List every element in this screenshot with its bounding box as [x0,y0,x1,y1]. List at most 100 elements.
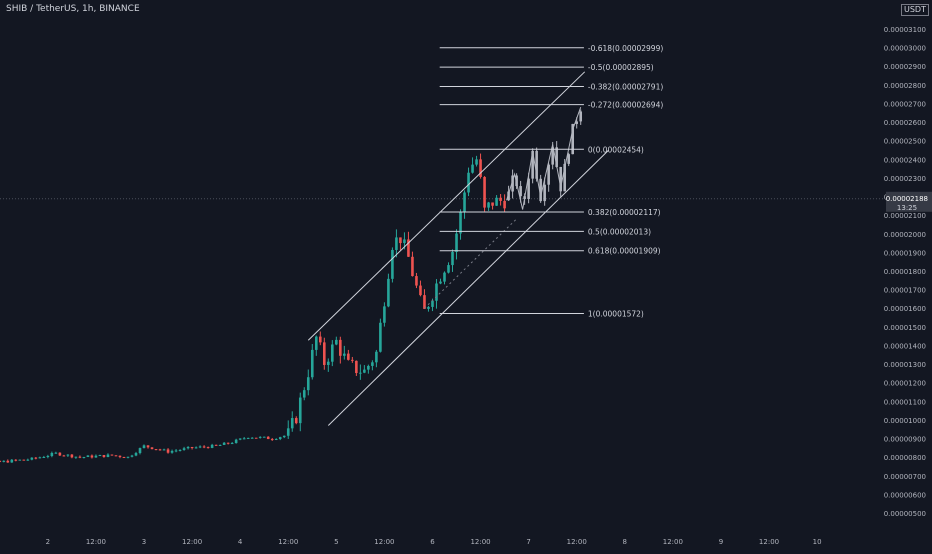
symbol-title[interactable]: SHIB / TetherUS, 1h, BINANCE [6,4,140,14]
candle-body [126,456,130,458]
candle-body [142,445,146,449]
candle-body [134,453,138,456]
fib-level-label: 0.618(0.00001909) [588,247,661,256]
candle-body [571,123,575,155]
y-axis-tick-label: 0.00000600 [884,491,926,499]
candle-body [355,360,358,374]
candle-body [339,339,342,356]
candle-body [335,339,338,345]
x-axis-tick-label: 5 [334,538,338,546]
fib-level-label: -0.272(0.00002694) [588,101,663,110]
fib-level-label: 1(0.00001572) [588,309,644,318]
candle-body [270,439,274,441]
candle-body [447,265,450,273]
candle-body [18,459,22,461]
candle-body [455,233,458,252]
candle-body [375,351,378,363]
currency-label[interactable]: USDT [901,4,929,16]
candle-body [547,164,550,185]
current-price-tag [886,191,932,212]
candle-body [318,336,322,343]
candle-body [323,342,326,365]
candle-body [535,150,538,179]
candle-body [559,166,562,192]
candle-body [419,285,422,296]
candle-body [150,447,154,450]
candle-body [74,456,78,458]
x-axis-tick-label: 10 [813,538,822,546]
candle-body [78,456,82,458]
x-axis-tick-label: 12:00 [470,538,490,546]
y-axis-tick-label: 0.00001600 [884,305,926,313]
candle-body [122,457,126,459]
candle-body [395,237,398,250]
fib-level-label: -0.382(0.00002791) [588,83,663,92]
y-axis-tick-label: 0.00002000 [884,231,926,239]
candle-body [282,435,286,438]
candle-body [166,449,170,453]
y-axis-tick-label: 0.00000800 [884,454,926,462]
candle-body [62,455,66,457]
candle-body [367,365,370,370]
candle-body [158,449,162,451]
candle-body [555,147,558,167]
candle-body [351,359,354,361]
y-axis-tick-label: 0.00002300 [884,175,926,183]
candle-body [214,444,218,446]
candle-body [138,448,142,454]
candle-body [50,452,54,456]
candle-body [42,457,46,459]
candle-body [527,178,530,199]
current-price-label: 0.00002188 [886,195,928,203]
candle-body [230,443,234,445]
candle-body [222,442,226,445]
x-axis-tick-label: 12:00 [374,538,394,546]
candle-body [363,369,366,373]
candle-body [471,164,474,173]
y-axis-tick-label: 0.00000700 [884,473,926,481]
candle-body [491,202,494,206]
candle-body [383,306,386,323]
candle-body [266,436,270,440]
candle-body [298,397,302,424]
candle-body [278,437,282,440]
candle-body [503,200,506,209]
candle-body [427,306,430,309]
y-axis-tick-label: 0.00002400 [884,156,926,164]
candle-body [551,147,554,165]
candle-body [174,450,178,452]
candle-body [146,445,150,448]
candle-body [483,176,486,208]
candle-body [579,111,583,122]
candle-body [331,344,334,362]
candle-body [343,353,346,356]
candle-body [371,362,374,366]
candle-body [563,163,566,192]
y-axis-tick-label: 0.00002100 [884,212,926,220]
candle-body [431,300,434,307]
candle-body [98,455,102,457]
candle-body [567,154,570,164]
candle-body [310,349,314,378]
candle-body [38,457,42,459]
x-axis-tick-label: 9 [719,538,723,546]
y-axis-tick-label: 0.00001800 [884,268,926,276]
candle-body [154,449,158,451]
candle-body [543,184,546,202]
price-countdown-label: 13:25 [897,204,917,212]
y-axis-tick-label: 0.00000900 [884,436,926,444]
candle-body [475,159,478,165]
candle-body [499,197,502,201]
candle-body [443,272,446,282]
candle-body [347,353,350,360]
candle-body [399,237,402,244]
x-axis-tick-label: 12:00 [759,538,779,546]
candle-body [407,239,410,257]
candle-body [94,455,98,458]
x-axis-tick-label: 12:00 [663,538,683,546]
candle-body [539,178,542,202]
candle-body [403,239,406,244]
y-axis-tick-label: 0.00001500 [884,324,926,332]
